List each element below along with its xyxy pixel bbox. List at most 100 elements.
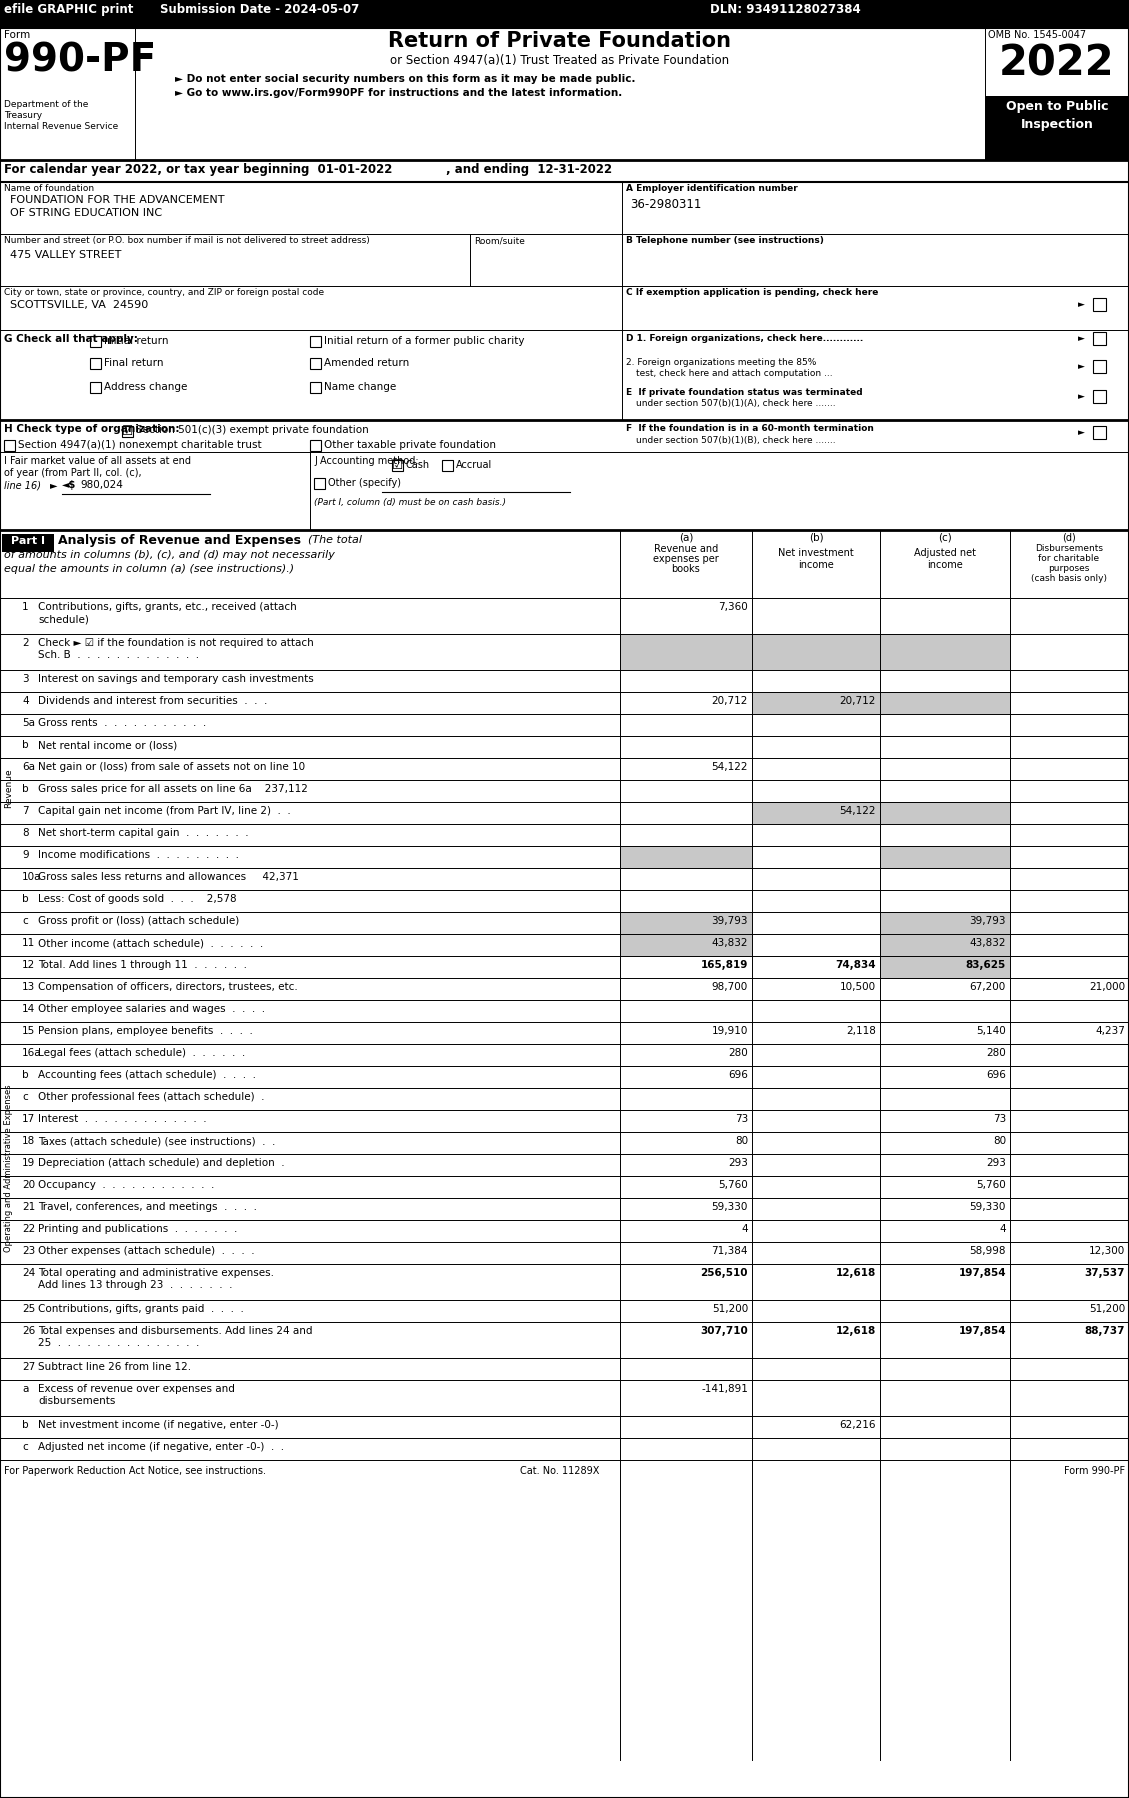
Text: equal the amounts in column (a) (see instructions).): equal the amounts in column (a) (see ins… <box>5 565 295 574</box>
Bar <box>984 29 1129 160</box>
Bar <box>620 671 752 692</box>
Text: 256,510: 256,510 <box>700 1268 749 1278</box>
Bar <box>620 635 752 671</box>
Bar <box>752 847 879 868</box>
Text: b: b <box>21 741 28 750</box>
Bar <box>879 957 1010 978</box>
Text: 59,330: 59,330 <box>711 1203 749 1212</box>
Bar <box>879 735 1010 759</box>
Bar <box>620 1045 752 1066</box>
Bar <box>752 1438 879 1460</box>
Bar <box>752 1264 879 1300</box>
Text: 19,910: 19,910 <box>711 1027 749 1036</box>
Bar <box>752 912 879 933</box>
Text: Inspection: Inspection <box>1021 119 1094 131</box>
Bar <box>620 759 752 780</box>
Text: Gross sales price for all assets on line 6a    237,112: Gross sales price for all assets on line… <box>38 784 308 795</box>
Bar <box>620 1088 752 1109</box>
Text: 12: 12 <box>21 960 35 969</box>
Bar <box>1010 1154 1129 1176</box>
Text: Gross sales less returns and allowances     42,371: Gross sales less returns and allowances … <box>38 872 299 883</box>
Text: Net rental income or (loss): Net rental income or (loss) <box>38 741 177 750</box>
Text: Other (specify): Other (specify) <box>329 478 401 487</box>
Text: 51,200: 51,200 <box>1088 1304 1124 1314</box>
Text: Disbursements: Disbursements <box>1035 545 1103 554</box>
Bar <box>0 421 1129 451</box>
Text: c: c <box>21 1442 28 1453</box>
Text: under section 507(b)(1)(B), check here .......: under section 507(b)(1)(B), check here .… <box>636 435 835 444</box>
Bar <box>752 1000 879 1021</box>
Text: 24: 24 <box>21 1268 35 1278</box>
Bar <box>879 599 1010 635</box>
Bar <box>879 1176 1010 1197</box>
Text: ►: ► <box>1078 334 1085 343</box>
Text: 39,793: 39,793 <box>970 915 1006 926</box>
Text: 22: 22 <box>21 1224 35 1233</box>
Bar <box>620 599 752 635</box>
Bar <box>122 426 133 437</box>
Bar <box>879 1221 1010 1242</box>
Text: Name of foundation: Name of foundation <box>5 183 94 192</box>
Bar <box>1010 1322 1129 1357</box>
Bar <box>310 358 321 369</box>
Text: 16a: 16a <box>21 1048 42 1057</box>
Bar <box>0 635 620 671</box>
Bar <box>620 1300 752 1322</box>
Bar <box>879 714 1010 735</box>
Text: 12,618: 12,618 <box>835 1325 876 1336</box>
Bar <box>0 759 620 780</box>
Bar <box>620 735 752 759</box>
Bar <box>1010 671 1129 692</box>
Text: Net investment income (if negative, enter -0-): Net investment income (if negative, ente… <box>38 1420 279 1429</box>
Text: 25  .  .  .  .  .  .  .  .  .  .  .  .  .  .  .: 25 . . . . . . . . . . . . . . . <box>38 1338 200 1348</box>
Text: 280: 280 <box>728 1048 749 1057</box>
Text: Subtract line 26 from line 12.: Subtract line 26 from line 12. <box>38 1363 191 1372</box>
Text: 43,832: 43,832 <box>970 939 1006 948</box>
Bar <box>0 912 620 933</box>
Bar <box>1010 780 1129 802</box>
Bar <box>0 599 620 635</box>
Bar <box>879 1417 1010 1438</box>
Text: 8: 8 <box>21 829 28 838</box>
Text: 17: 17 <box>21 1115 35 1124</box>
Text: J Accounting method:: J Accounting method: <box>314 457 419 466</box>
Bar <box>620 1242 752 1264</box>
Text: test, check here and attach computation ...: test, check here and attach computation … <box>636 369 832 378</box>
Bar <box>752 692 879 714</box>
Bar <box>1010 1197 1129 1221</box>
Text: G Check all that apply:: G Check all that apply: <box>5 334 138 343</box>
Bar <box>1093 298 1106 311</box>
Bar <box>1010 759 1129 780</box>
Text: Accrual: Accrual <box>456 460 492 469</box>
Text: 37,537: 37,537 <box>1085 1268 1124 1278</box>
Bar <box>622 286 1129 331</box>
Text: Other income (attach schedule)  .  .  .  .  .  .: Other income (attach schedule) . . . . .… <box>38 939 263 948</box>
Text: 3: 3 <box>21 674 28 683</box>
Text: 13: 13 <box>21 982 35 992</box>
Bar <box>752 1133 879 1154</box>
Bar <box>879 759 1010 780</box>
Bar <box>0 182 622 234</box>
Text: 36-2980311: 36-2980311 <box>630 198 701 210</box>
Text: E  If private foundation status was terminated: E If private foundation status was termi… <box>625 388 863 397</box>
Text: Dividends and interest from securities  .  .  .: Dividends and interest from securities .… <box>38 696 268 707</box>
Text: C If exemption application is pending, check here: C If exemption application is pending, c… <box>625 288 878 297</box>
Bar <box>752 1088 879 1109</box>
Text: ☑: ☑ <box>122 424 133 439</box>
Bar <box>622 182 1129 234</box>
Text: Operating and Administrative Expenses: Operating and Administrative Expenses <box>5 1084 14 1251</box>
Text: 80: 80 <box>992 1136 1006 1145</box>
Text: 27: 27 <box>21 1363 35 1372</box>
Bar <box>1010 735 1129 759</box>
Bar <box>752 823 879 847</box>
Bar <box>620 714 752 735</box>
Text: Name change: Name change <box>324 381 396 392</box>
Text: income: income <box>798 559 834 570</box>
Text: schedule): schedule) <box>38 613 89 624</box>
Text: ☑: ☑ <box>392 458 403 473</box>
Text: ►: ► <box>1078 300 1085 309</box>
Text: Net investment: Net investment <box>778 548 854 557</box>
Bar <box>1010 1438 1129 1460</box>
Text: 5,140: 5,140 <box>977 1027 1006 1036</box>
Bar <box>0 1045 620 1066</box>
